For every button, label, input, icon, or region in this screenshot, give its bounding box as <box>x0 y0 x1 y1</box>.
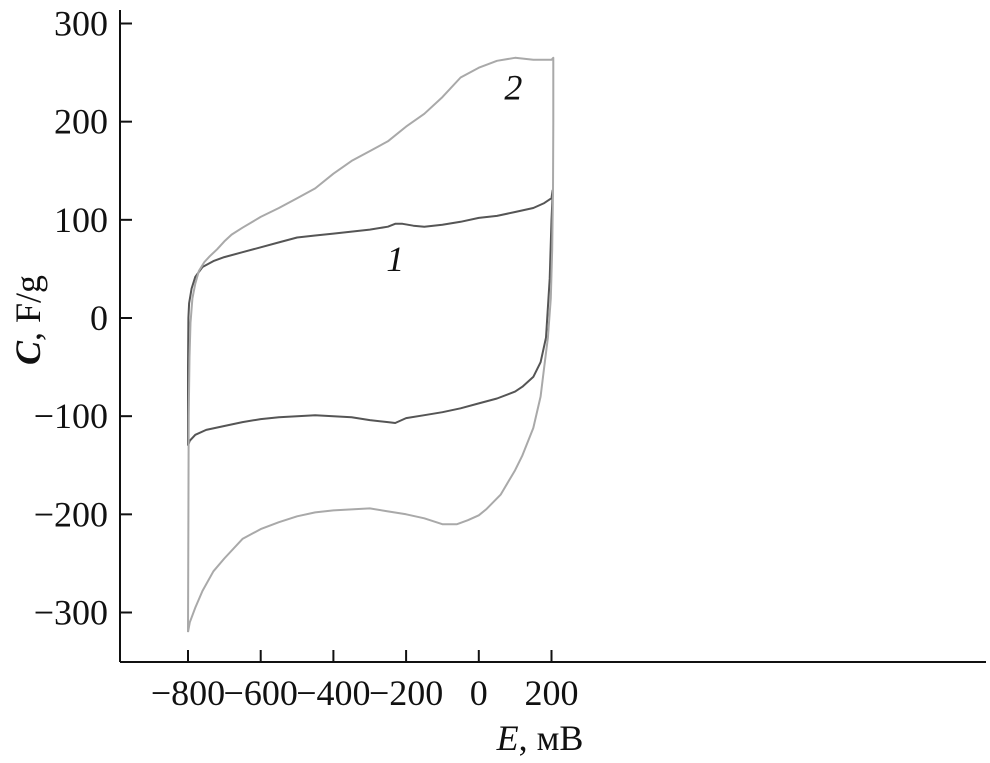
x-tick-label: 0 <box>470 673 488 713</box>
x-tick-label: −400 <box>296 673 370 713</box>
y-axis-unit: , F/g <box>8 275 48 341</box>
y-axis-ticks: 300 200 100 0 −100 −200 −300 <box>34 3 132 633</box>
x-tick-label: −600 <box>224 673 298 713</box>
x-tick-label: −200 <box>369 673 443 713</box>
x-tick-label: 200 <box>525 673 579 713</box>
y-tick-label: −200 <box>34 494 108 534</box>
x-tick-label: −800 <box>151 673 225 713</box>
curve-labels: 12 <box>386 67 522 279</box>
x-axis-title: E, мВ <box>496 718 584 758</box>
series-layer <box>187 56 555 633</box>
curve-label-2: 2 <box>504 67 522 107</box>
x-axis-variable: E <box>496 718 519 758</box>
y-tick-label: 200 <box>54 102 108 142</box>
y-tick-label: 0 <box>90 298 108 338</box>
y-axis-title: C, F/g <box>8 275 48 365</box>
x-axis-ticks: −800−600−400−200 0 200 <box>151 650 579 713</box>
y-tick-label: −100 <box>34 396 108 436</box>
series-2-line <box>187 56 555 633</box>
y-tick-label: −300 <box>34 593 108 633</box>
y-tick-label: 300 <box>54 3 108 43</box>
y-axis-variable: C <box>8 340 48 365</box>
y-tick-label: 100 <box>54 200 108 240</box>
curve-label-1: 1 <box>386 239 404 279</box>
x-axis-unit: , мВ <box>519 718 584 758</box>
axes <box>119 10 986 663</box>
